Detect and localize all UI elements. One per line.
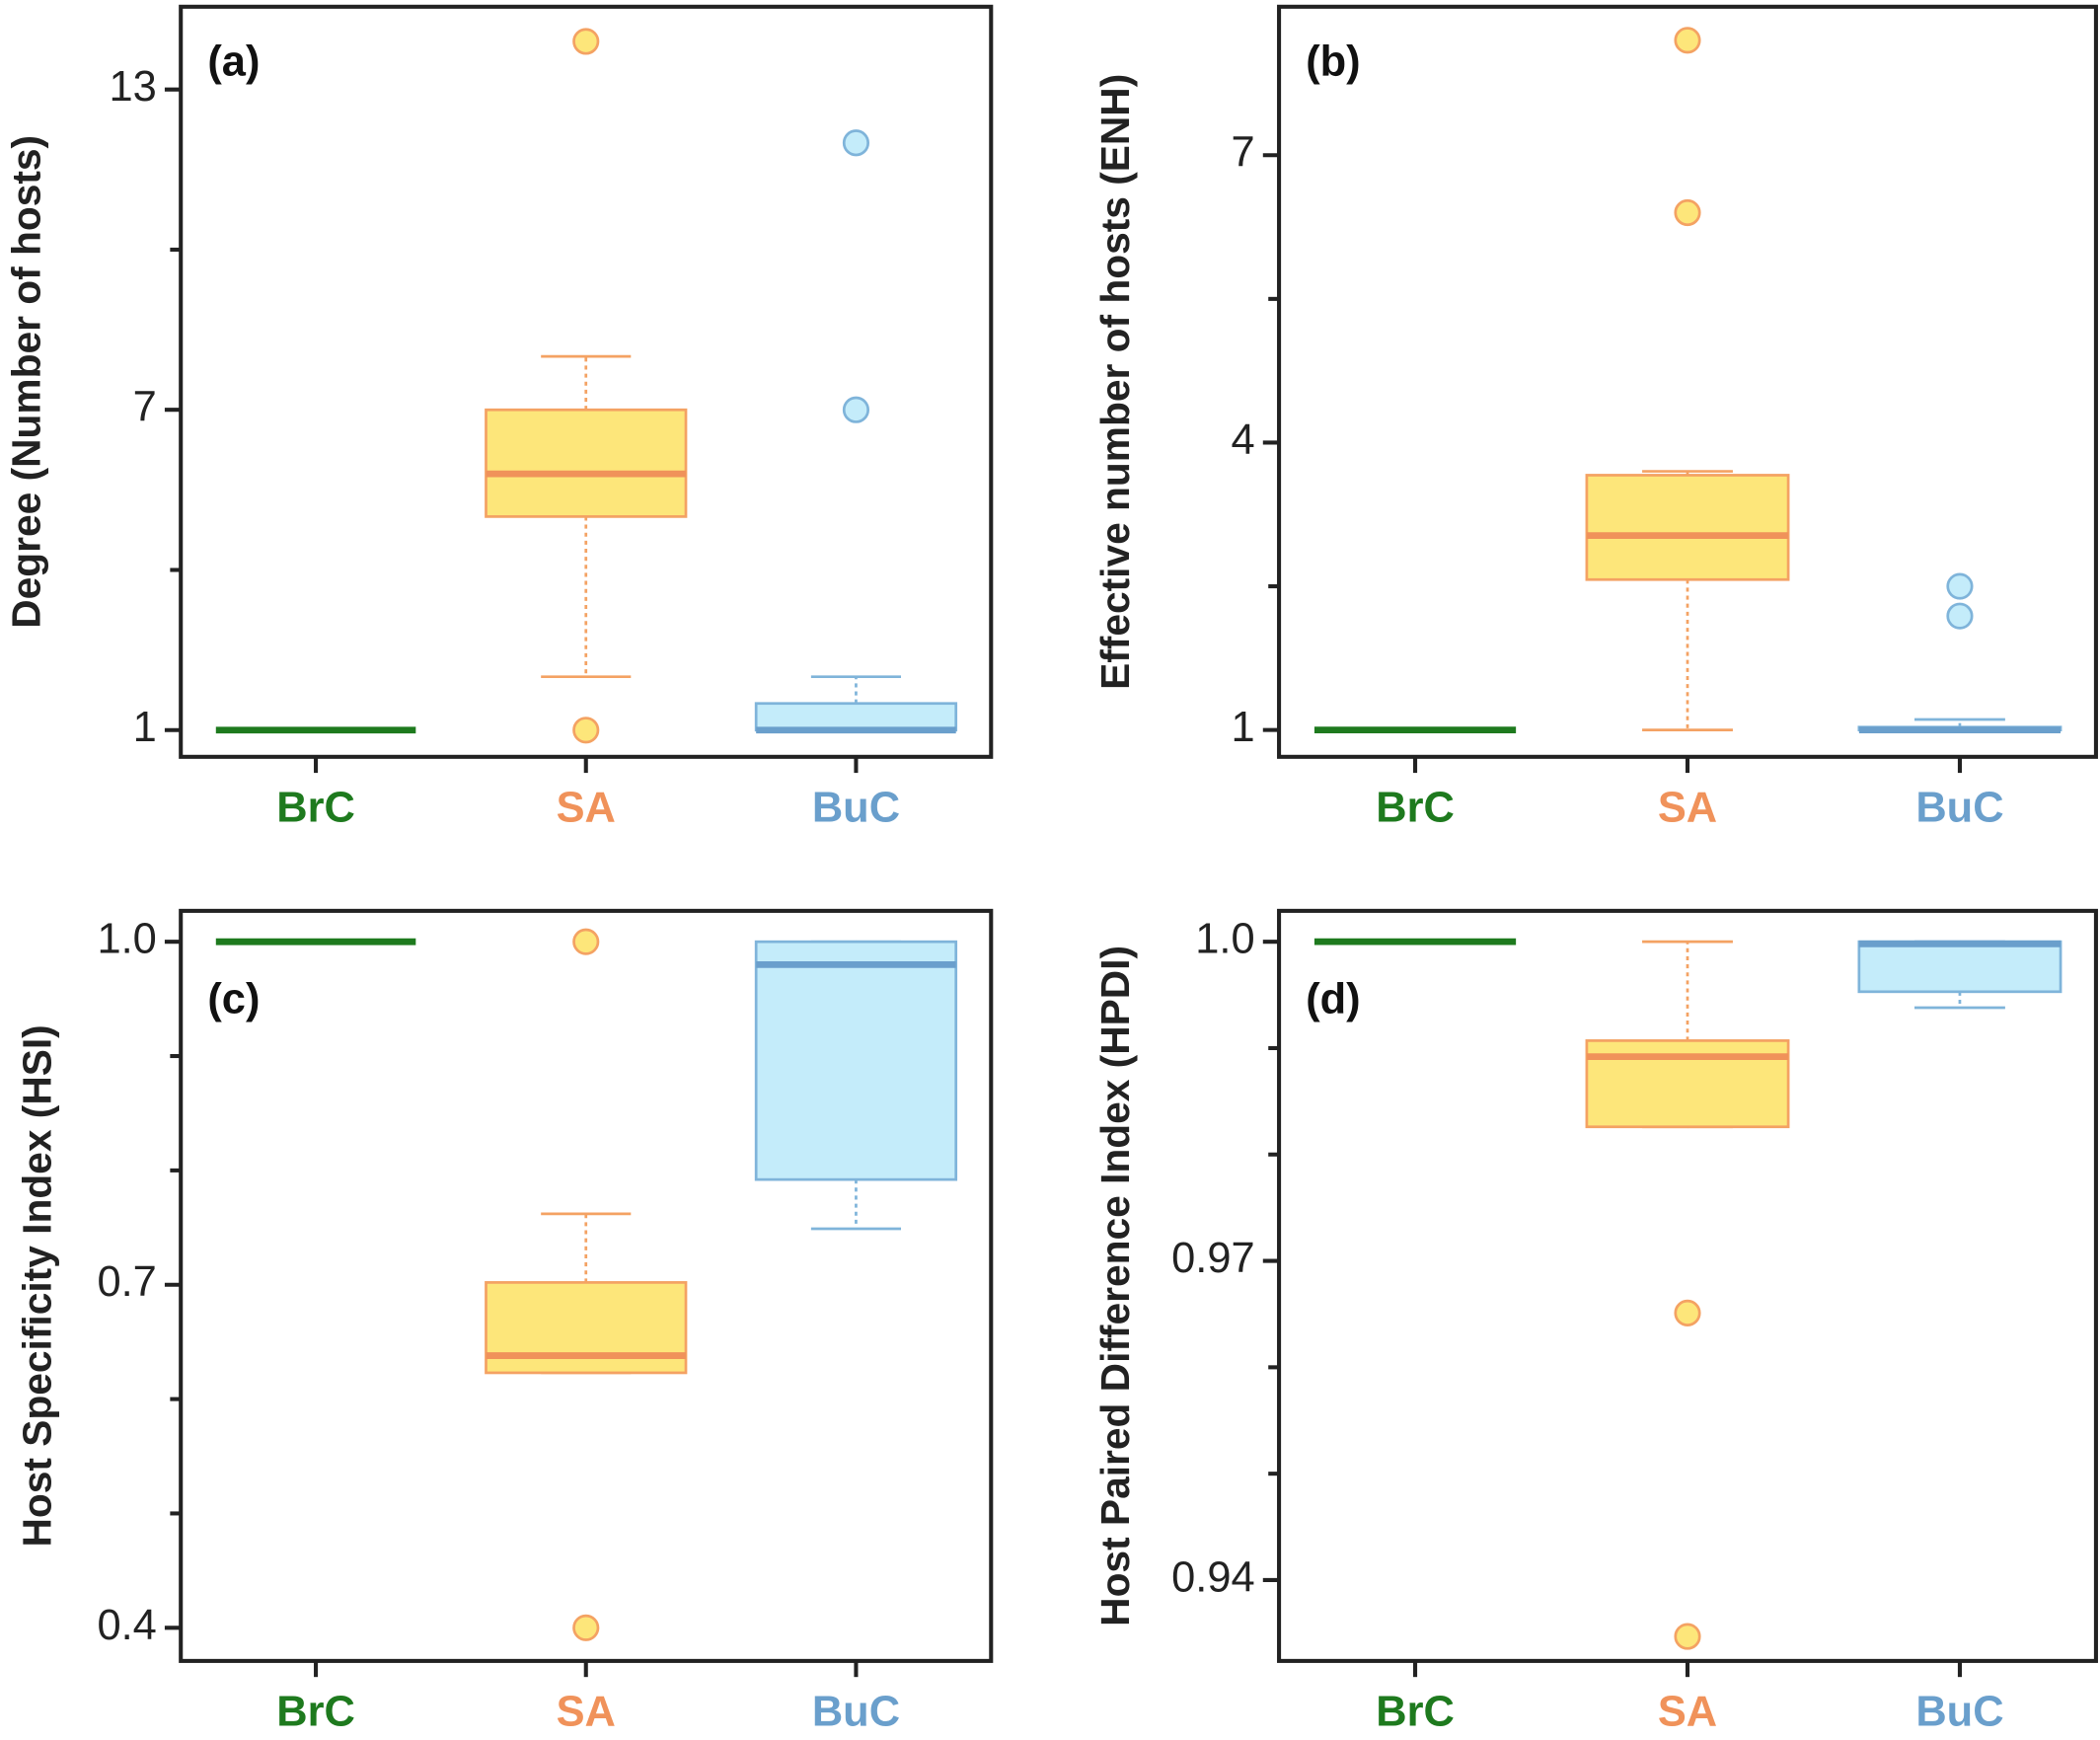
y-axis-label: Degree (Number of hosts): [4, 135, 49, 629]
x-tick-label: BrC: [1376, 1689, 1455, 1736]
x-tick-label: BuC: [1915, 785, 2003, 832]
outlier: [572, 1614, 600, 1641]
outlier: [842, 129, 870, 157]
plot-frame: [179, 908, 994, 1663]
panel-label: (c): [207, 976, 260, 1023]
outlier: [572, 717, 600, 744]
outlier: [572, 928, 600, 955]
outlier: [1674, 1299, 1701, 1326]
x-tick-label: SA: [1658, 1689, 1717, 1736]
x-tick-label: SA: [557, 1689, 616, 1736]
outlier: [1674, 1623, 1701, 1650]
outlier: [572, 28, 600, 55]
panel-label: (b): [1306, 38, 1360, 86]
y-tick-label: 4: [1232, 416, 1255, 464]
outlier: [1674, 27, 1701, 54]
y-axis-label: Host Specificity Index (HSI): [14, 1024, 59, 1547]
y-tick-label: 0.7: [97, 1258, 156, 1306]
y-tick-label: 1: [1232, 704, 1255, 751]
x-tick-label: BuC: [812, 785, 900, 832]
x-tick-label: BrC: [1376, 785, 1455, 832]
outlier: [1674, 198, 1701, 227]
y-tick-label: 0.97: [1171, 1235, 1254, 1282]
box: [754, 940, 958, 1181]
x-tick-label: BuC: [1915, 1689, 2003, 1736]
y-tick-label: 1: [133, 704, 157, 751]
plot-frame: [1277, 908, 2098, 1663]
plot-frame: [179, 4, 994, 759]
panel-label: (d): [1306, 976, 1360, 1023]
y-tick-label: 1.0: [1195, 916, 1254, 963]
y-tick-label: 0.94: [1171, 1553, 1254, 1601]
box: [485, 408, 688, 518]
y-tick-label: 1.0: [97, 916, 156, 963]
box: [485, 1281, 688, 1375]
y-axis-label: Host Paired Difference Index (HPDI): [1092, 946, 1138, 1627]
x-tick-label: BrC: [276, 1689, 355, 1736]
plot-frame: [1277, 4, 2098, 759]
x-tick-label: BuC: [812, 1689, 900, 1736]
x-tick-label: SA: [557, 785, 616, 832]
y-axis-label: Effective number of hosts (ENH): [1092, 74, 1138, 690]
box: [754, 702, 958, 732]
y-tick-label: 7: [133, 384, 157, 431]
y-tick-label: 7: [1232, 129, 1255, 177]
outlier: [842, 396, 870, 423]
y-tick-label: 0.4: [97, 1602, 156, 1649]
box: [1585, 474, 1790, 581]
outlier: [1946, 602, 1974, 630]
y-tick-label: 13: [110, 63, 157, 111]
x-tick-label: SA: [1658, 785, 1717, 832]
panel-label: (a): [207, 38, 260, 86]
x-tick-label: BrC: [276, 785, 355, 832]
outlier: [1946, 572, 1974, 600]
box: [1857, 940, 2062, 994]
